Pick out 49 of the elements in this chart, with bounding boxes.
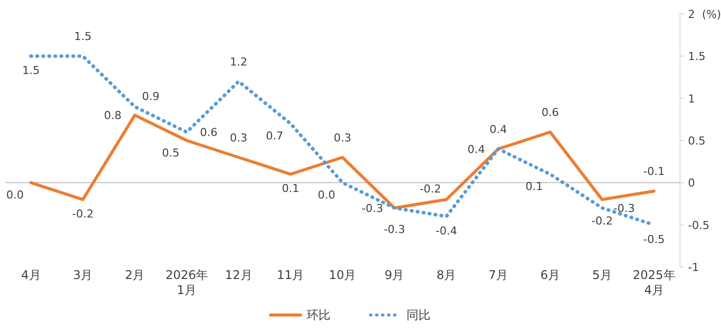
y-tick-label: 0.5 [688, 134, 706, 148]
y-tick-label: -1 [688, 261, 699, 274]
data-label: -0.3 [362, 202, 384, 215]
data-label: -0.4 [436, 224, 458, 238]
y-tick-label: -0.5 [688, 218, 710, 232]
y-tick-label: 1.5 [688, 50, 706, 64]
y-tick-label: 2 [688, 8, 695, 21]
data-label: 0.6 [541, 106, 559, 120]
data-label: -0.3 [613, 202, 635, 215]
data-label: -0.2 [420, 182, 442, 196]
data-label: 1.5 [74, 30, 92, 44]
data-label: 1.2 [230, 55, 248, 68]
data-label: 0.4 [490, 122, 508, 136]
x-tick-label: 2月 [124, 268, 145, 282]
data-label: 0.3 [230, 131, 248, 144]
data-label: 0.1 [525, 180, 543, 194]
data-label: 0.1 [282, 182, 300, 196]
x-tick-label: 2026年 1月 [165, 268, 208, 297]
data-label: 0.4 [468, 142, 486, 156]
x-tick-label: 5月 [592, 268, 612, 282]
legend-label: 同比 [406, 308, 430, 322]
data-label: 0.8 [104, 109, 122, 122]
data-label: -0.5 [643, 232, 665, 246]
data-label: -0.3 [384, 222, 406, 236]
data-label: 0.9 [142, 90, 160, 103]
x-tick-label: 2025年 4月 [632, 268, 676, 297]
data-label: -0.2 [591, 214, 613, 228]
data-label: 0.0 [318, 188, 336, 202]
data-label: 0.3 [334, 131, 352, 144]
x-tick-label: 8月 [436, 268, 456, 282]
x-tick-label: 4月 [21, 268, 41, 282]
x-tick-label: 6月 [540, 268, 560, 282]
data-label: 0.0 [6, 188, 24, 202]
data-label: 0.5 [162, 146, 180, 160]
data-label: -0.2 [72, 208, 94, 221]
y-axis-title: (%) [702, 8, 721, 21]
data-label: 1.5 [22, 64, 40, 78]
x-tick-label: 12月 [225, 268, 252, 282]
x-tick-label: 9月 [384, 268, 404, 282]
x-tick-label: 10月 [328, 268, 356, 282]
x-tick-label: 11月 [276, 268, 304, 282]
y-tick-label: 1 [688, 92, 695, 106]
data-label: 0.6 [200, 126, 218, 140]
y-tick-label: 0 [688, 176, 695, 190]
x-tick-label: 3月 [73, 268, 93, 282]
x-tick-label: 7月 [488, 268, 508, 282]
data-label: -0.1 [643, 165, 665, 178]
legend-label: 环比 [306, 308, 330, 322]
data-label: 0.7 [266, 130, 284, 143]
